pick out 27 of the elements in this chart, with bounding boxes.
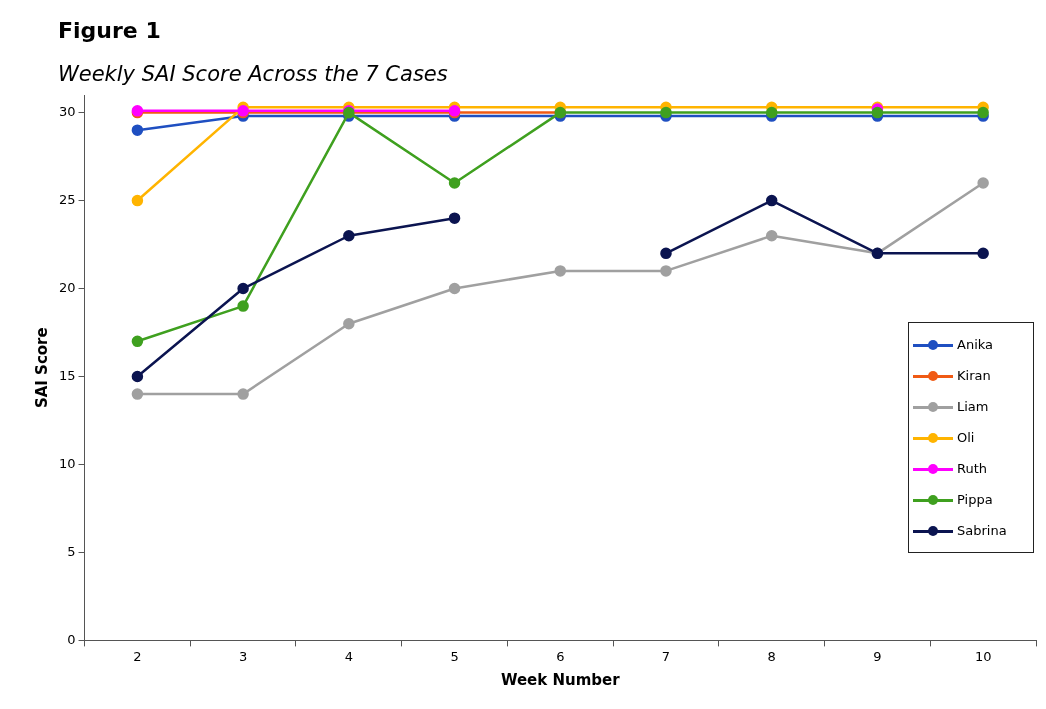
y-tick-label: 0 <box>67 631 76 647</box>
x-axis-title: Week Number <box>500 670 621 689</box>
chart-subtitle: Weekly SAI Score Across the 7 Cases <box>58 62 448 86</box>
legend-label: Anika <box>957 337 994 352</box>
y-axis-title: SAI Score <box>32 327 51 409</box>
y-tick-label: 10 <box>59 455 76 471</box>
y-tick-label: 15 <box>59 367 76 383</box>
y-tick-label: 30 <box>59 103 76 119</box>
y-tick-label: 20 <box>59 279 76 295</box>
y-tick-label: 25 <box>59 191 76 207</box>
legend-label: Pippa <box>957 492 993 507</box>
x-tick-label: 3 <box>238 648 248 664</box>
chart-title: Figure 1 <box>58 18 161 43</box>
x-tick-label: 4 <box>344 648 353 664</box>
legend-label: Sabrina <box>957 523 1007 538</box>
legend-label: Oli <box>957 430 975 445</box>
x-tick-label: 6 <box>556 648 565 664</box>
x-tick-label: 9 <box>873 648 882 664</box>
x-tick-label: 8 <box>767 648 776 664</box>
x-tick-label: 7 <box>661 648 671 664</box>
x-tick-label: 10 <box>974 648 992 664</box>
x-tick-label: 5 <box>450 648 459 664</box>
legend-label: Kiran <box>957 368 991 383</box>
y-tick-label: 5 <box>67 543 76 559</box>
legend-label: Liam <box>957 399 989 414</box>
legend-label: Ruth <box>957 461 988 476</box>
x-tick-label: 2 <box>133 648 142 664</box>
